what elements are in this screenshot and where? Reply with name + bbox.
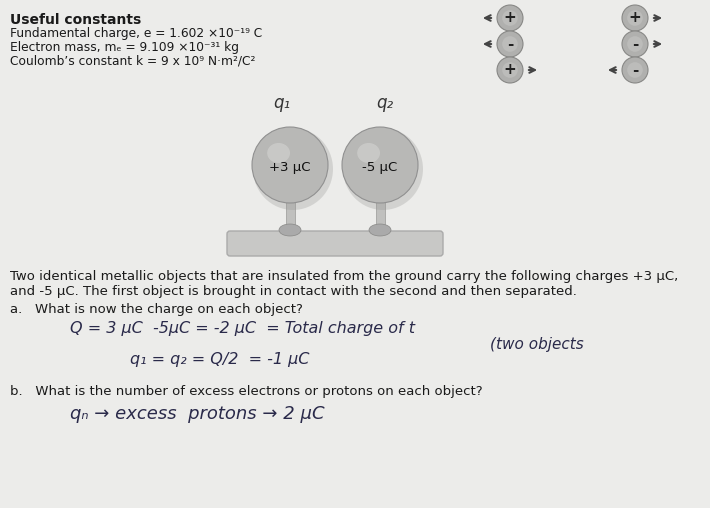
Text: +: + xyxy=(628,11,641,25)
Circle shape xyxy=(622,31,648,57)
Text: Coulomb’s constant k = 9 x 10⁹ N·m²/C²: Coulomb’s constant k = 9 x 10⁹ N·m²/C² xyxy=(10,55,256,68)
Text: Q = 3 μC  -5μC = -2 μC  = Total charge of t: Q = 3 μC -5μC = -2 μC = Total charge of … xyxy=(70,321,415,336)
Text: -5 μC: -5 μC xyxy=(362,162,398,175)
Text: qₙ → excess  protons → 2 μC: qₙ → excess protons → 2 μC xyxy=(70,405,324,423)
Text: and -5 μC. The first object is brought in contact with the second and then separ: and -5 μC. The first object is brought i… xyxy=(10,285,577,298)
Text: -: - xyxy=(507,37,513,51)
Text: Electron mass, mₑ = 9.109 ×10⁻³¹ kg: Electron mass, mₑ = 9.109 ×10⁻³¹ kg xyxy=(10,41,239,54)
Circle shape xyxy=(622,57,648,83)
FancyBboxPatch shape xyxy=(227,231,443,256)
Text: q₁ = q₂ = Q/2  = -1 μC: q₁ = q₂ = Q/2 = -1 μC xyxy=(130,352,310,367)
Ellipse shape xyxy=(267,143,290,163)
Ellipse shape xyxy=(279,224,301,236)
Text: b.   What is the number of excess electrons or protons on each object?: b. What is the number of excess electron… xyxy=(10,385,483,398)
Ellipse shape xyxy=(343,128,423,210)
Ellipse shape xyxy=(357,143,380,163)
Circle shape xyxy=(497,31,523,57)
Text: +: + xyxy=(503,11,516,25)
Circle shape xyxy=(252,127,328,203)
Circle shape xyxy=(497,5,523,31)
Text: +3 μC: +3 μC xyxy=(269,162,311,175)
Text: q₂: q₂ xyxy=(376,94,393,112)
Circle shape xyxy=(502,62,518,78)
Text: a.   What is now the charge on each object?: a. What is now the charge on each object… xyxy=(10,303,303,316)
Circle shape xyxy=(497,57,523,83)
Circle shape xyxy=(627,62,643,78)
Bar xyxy=(286,200,295,230)
Circle shape xyxy=(627,10,643,26)
Circle shape xyxy=(342,127,418,203)
Text: Two identical metallic objects that are insulated from the ground carry the foll: Two identical metallic objects that are … xyxy=(10,270,678,283)
Bar xyxy=(376,200,385,230)
Text: Useful constants: Useful constants xyxy=(10,13,141,27)
Text: q₁: q₁ xyxy=(273,94,290,112)
Text: (two objects: (two objects xyxy=(490,337,584,352)
Circle shape xyxy=(627,36,643,52)
Circle shape xyxy=(622,5,648,31)
Ellipse shape xyxy=(369,224,391,236)
Ellipse shape xyxy=(253,128,333,210)
Text: -: - xyxy=(632,37,638,51)
Circle shape xyxy=(502,36,518,52)
Text: +: + xyxy=(503,62,516,78)
Text: Fundamental charge, e = 1.602 ×10⁻¹⁹ C: Fundamental charge, e = 1.602 ×10⁻¹⁹ C xyxy=(10,27,262,40)
Circle shape xyxy=(502,10,518,26)
Text: -: - xyxy=(632,62,638,78)
